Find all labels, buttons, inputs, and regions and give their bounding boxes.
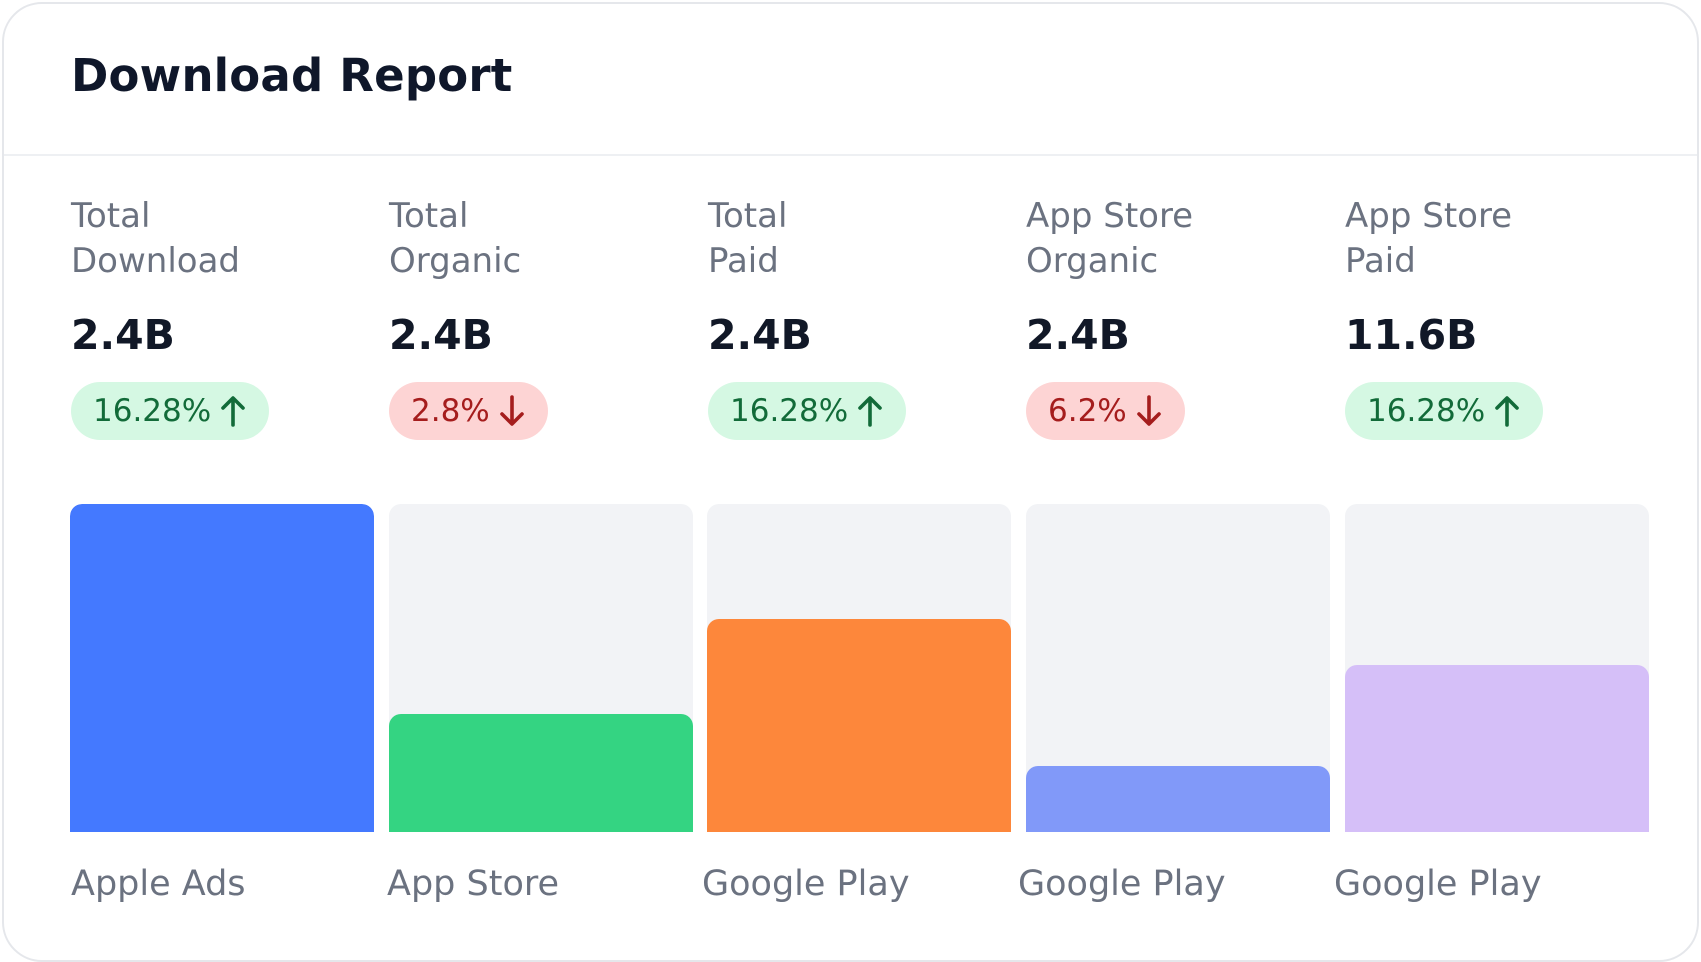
bar-label: Google Play	[702, 864, 910, 904]
bar-label: Google Play	[1018, 864, 1226, 904]
change-badge: 16.28%	[708, 382, 907, 440]
card-header: Download Report	[4, 4, 1697, 156]
metric-label-line1: App Store	[1026, 196, 1194, 236]
metric-label: App Store Organic	[1026, 194, 1326, 284]
metric-label: Total Download	[71, 194, 371, 284]
metrics-row: Total Download 2.4B 16.28% Total Organic…	[4, 194, 1697, 454]
arrow-up-icon	[221, 396, 246, 427]
metric-label: App Store Paid	[1345, 194, 1645, 284]
metric-total-download: Total Download 2.4B 16.28%	[71, 194, 371, 440]
bar-label: Google Play	[1334, 864, 1542, 904]
metric-label-line2: Paid	[1345, 241, 1416, 281]
change-percent: 16.28%	[93, 393, 212, 429]
metric-value: 2.4B	[1026, 311, 1130, 359]
bar-google-play-3	[1345, 664, 1649, 832]
metric-label: Total Paid	[708, 194, 1008, 284]
change-badge: 16.28%	[1345, 382, 1544, 440]
metric-label: Total Organic	[389, 194, 689, 284]
metric-label-line1: Total	[71, 196, 151, 236]
card-title: Download Report	[71, 48, 513, 102]
change-badge: 2.8%	[389, 382, 548, 440]
bar-label: App Store	[387, 864, 560, 904]
change-percent: 16.28%	[730, 393, 849, 429]
bar-chart: Apple Ads App Store Google Play Google P…	[4, 504, 1697, 904]
bar-track	[1345, 504, 1649, 832]
change-badge: 16.28%	[71, 382, 270, 440]
arrow-up-icon	[858, 396, 883, 427]
metric-app-store-organic: App Store Organic 2.4B 6.2%	[1026, 194, 1326, 440]
metric-label-line2: Organic	[389, 241, 522, 281]
metric-label-line1: Total	[389, 196, 469, 236]
bar-google-play-2	[1026, 766, 1330, 832]
metric-label-line2: Download	[71, 241, 241, 281]
bar-apple-ads	[70, 504, 374, 832]
bar-track	[70, 504, 374, 832]
metric-total-paid: Total Paid 2.4B 16.28%	[708, 194, 1008, 440]
change-percent: 6.2%	[1048, 393, 1127, 429]
bar-track	[389, 504, 693, 832]
metric-value: 11.6B	[1345, 311, 1478, 359]
metric-label-line2: Paid	[708, 241, 779, 281]
metric-label-line1: Total	[708, 196, 788, 236]
bar-app-store	[389, 713, 693, 832]
bar-track	[1026, 504, 1330, 832]
change-badge: 6.2%	[1026, 382, 1185, 440]
metric-app-store-paid: App Store Paid 11.6B 16.28%	[1345, 194, 1645, 440]
metric-label-line2: Organic	[1026, 241, 1159, 281]
arrow-up-icon	[1495, 396, 1520, 427]
arrow-down-icon	[499, 395, 524, 426]
metric-value: 2.4B	[71, 311, 175, 359]
change-percent: 16.28%	[1367, 393, 1486, 429]
metric-label-line1: App Store	[1345, 196, 1513, 236]
arrow-down-icon	[1136, 395, 1161, 426]
bar-google-play-1	[707, 618, 1011, 832]
metric-value: 2.4B	[389, 311, 493, 359]
metric-total-organic: Total Organic 2.4B 2.8%	[389, 194, 689, 440]
change-percent: 2.8%	[411, 393, 490, 429]
bar-label: Apple Ads	[71, 864, 246, 904]
metric-value: 2.4B	[708, 311, 812, 359]
bar-track	[707, 504, 1011, 832]
